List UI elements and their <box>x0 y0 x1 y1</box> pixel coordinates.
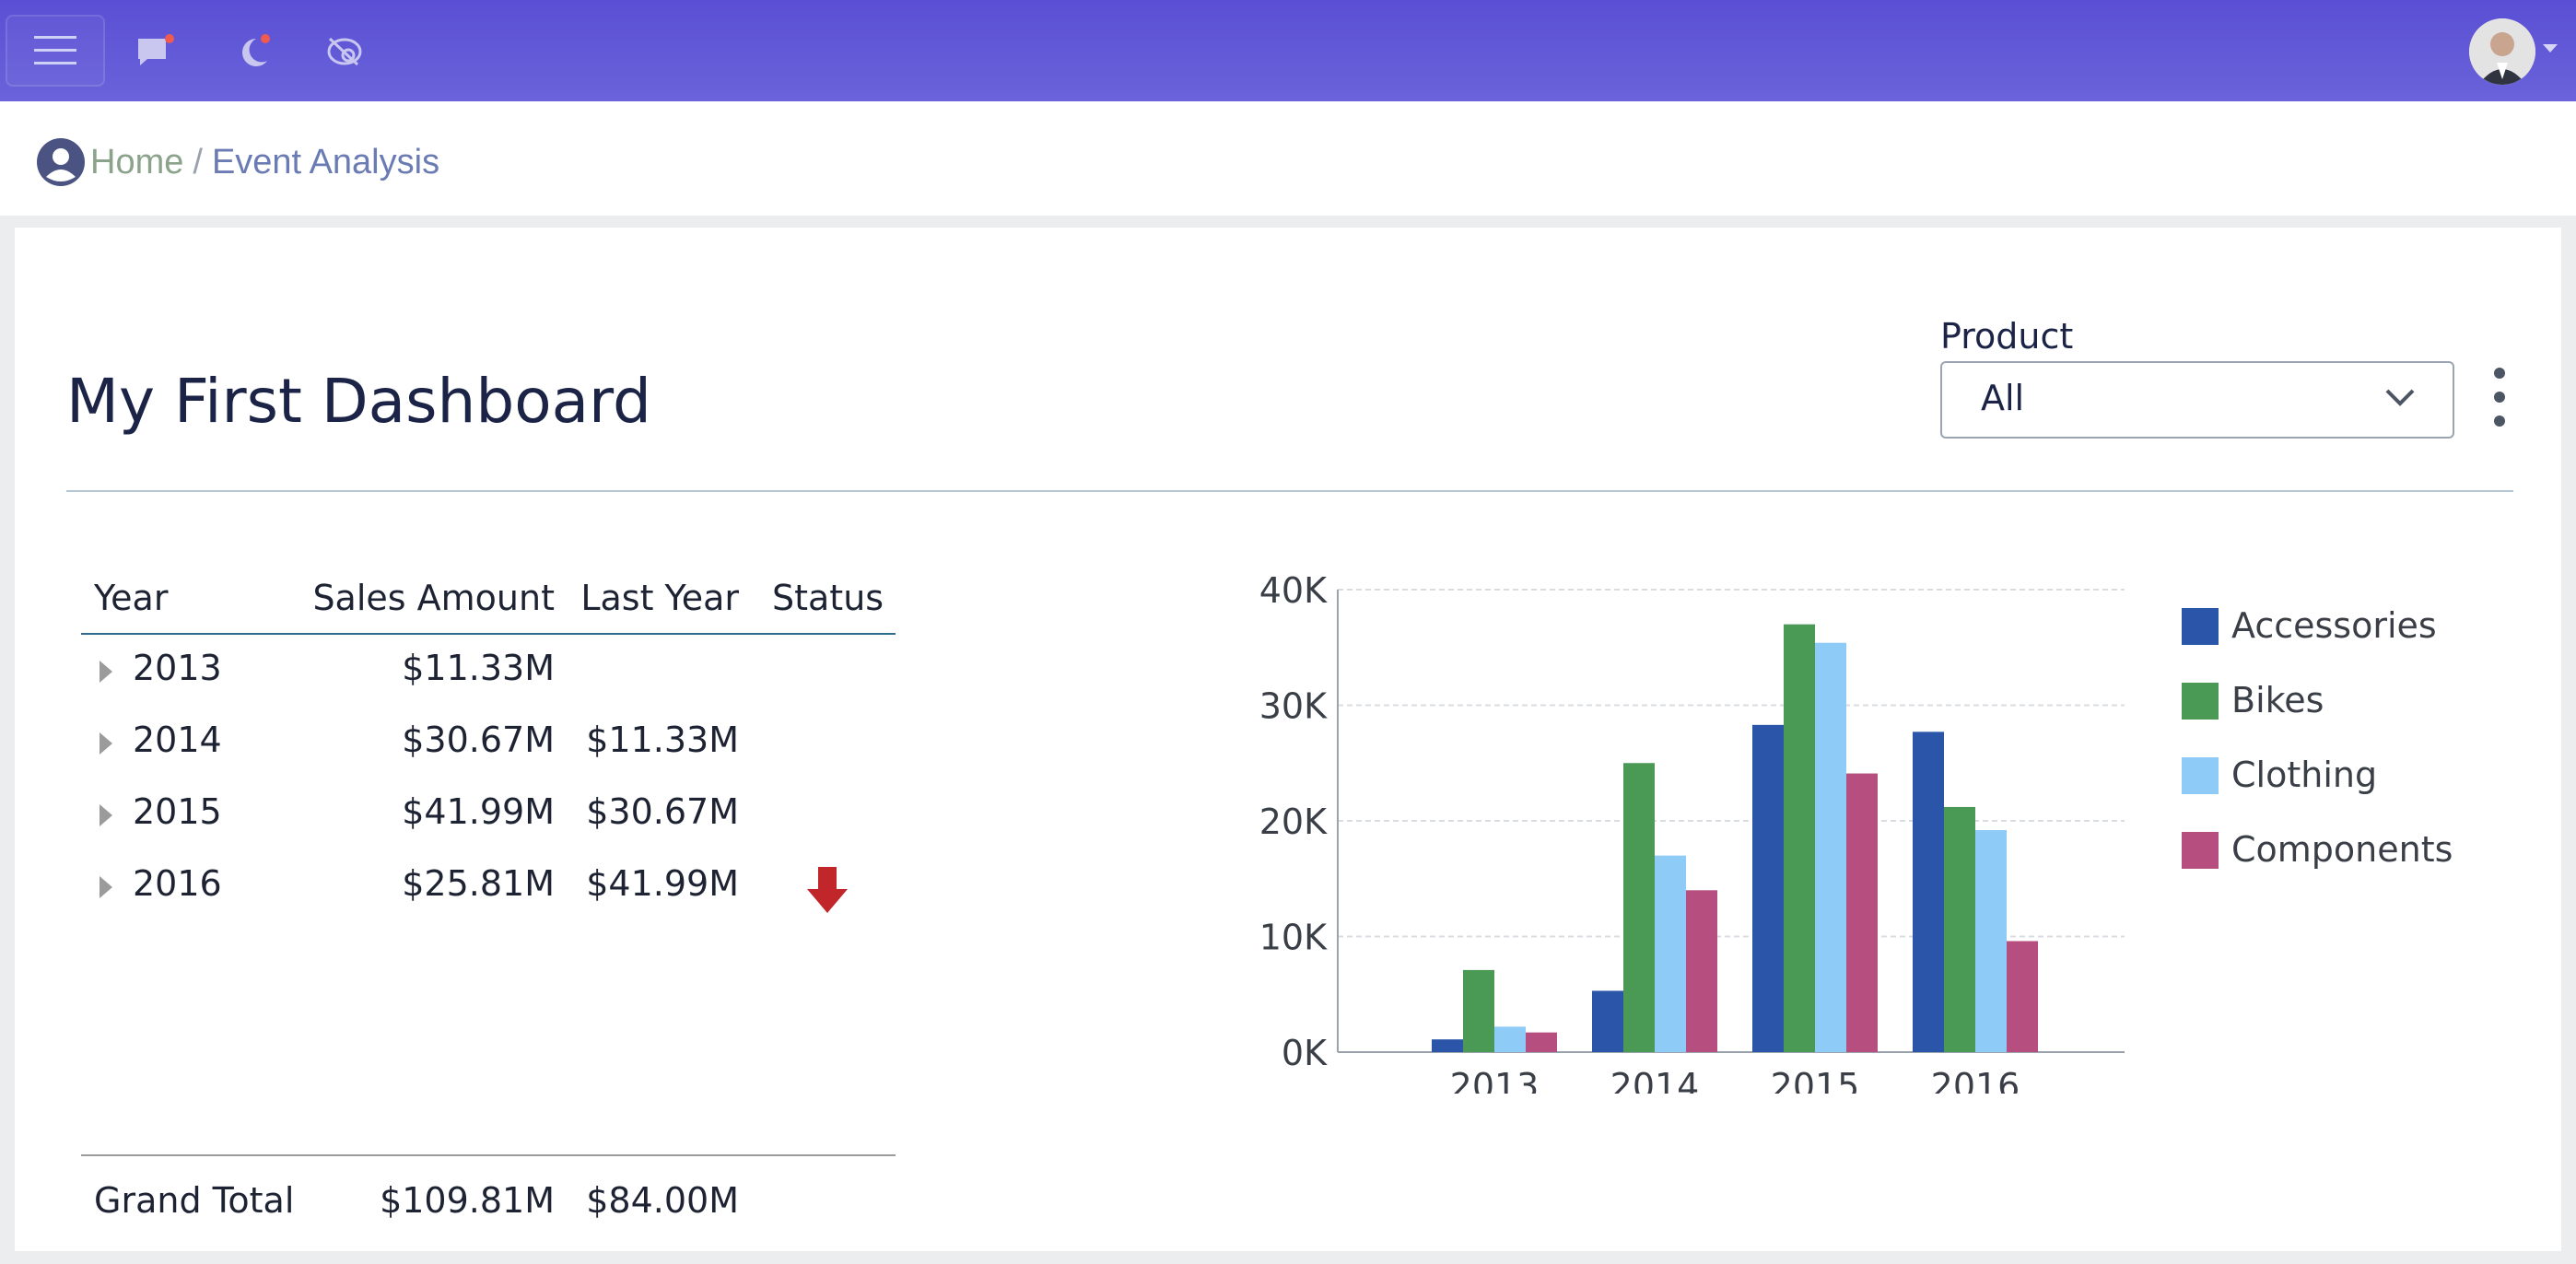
legend-label-components: Components <box>2231 829 2453 870</box>
hamburger-menu-icon[interactable] <box>6 15 105 87</box>
user-avatar[interactable] <box>2469 18 2535 85</box>
legend-label-accessories: Accessories <box>2231 605 2437 646</box>
dashboard-panel: My First Dashboard Product All Year Sale… <box>15 228 2561 1251</box>
breadcrumb-current: Event Analysis <box>211 143 440 181</box>
table-row: 2013 $11.33M <box>66 648 896 703</box>
bar-clothing-2014 <box>1655 855 1686 1052</box>
expand-row-icon[interactable] <box>100 661 112 683</box>
eye-off-icon[interactable] <box>313 18 380 85</box>
title-divider <box>66 490 2513 492</box>
x-tick-label: 2015 <box>1771 1066 1860 1094</box>
bar-bikes-2016 <box>1944 806 1975 1052</box>
expand-row-icon[interactable] <box>100 876 112 898</box>
y-tick-label: 40K <box>1259 570 1328 611</box>
row-year: 2016 <box>133 863 222 904</box>
table-row: 2014 $30.67M $11.33M <box>66 720 896 775</box>
table-row: 2015 $41.99M $30.67M <box>66 791 896 847</box>
page-title: My First Dashboard <box>66 366 651 437</box>
row-last-year: $11.33M <box>586 720 739 760</box>
bar-components-2014 <box>1686 890 1717 1052</box>
row-sales: $25.81M <box>402 863 555 904</box>
grand-total-last-year: $84.00M <box>586 1180 739 1221</box>
legend-label-clothing: Clothing <box>2231 755 2377 795</box>
row-sales: $30.67M <box>402 720 555 760</box>
expand-row-icon[interactable] <box>100 732 112 755</box>
total-divider <box>81 1154 896 1156</box>
column-header-status[interactable]: Status <box>772 578 884 618</box>
bar-chart-svg: 0K 10K 20K 30K 40K 2013 2014 2015 2016 Accessorie… <box>1259 570 2453 1106</box>
breadcrumb-bar: Home / Event Analysis <box>0 101 2576 216</box>
legend-swatch-accessories <box>2182 608 2219 645</box>
legend-swatch-bikes <box>2182 683 2219 720</box>
table-row: 2016 $25.81M $41.99M <box>66 863 896 919</box>
row-last-year: $30.67M <box>586 791 739 832</box>
x-tick-label: 2014 <box>1610 1066 1700 1094</box>
y-tick-label: 10K <box>1259 918 1328 958</box>
row-year: 2014 <box>133 720 222 760</box>
product-filter-label: Product <box>1940 316 2074 357</box>
x-tick-label: 2013 <box>1450 1066 1540 1094</box>
bar-clothing-2013 <box>1494 1026 1526 1052</box>
more-options-icon[interactable] <box>2486 364 2513 430</box>
legend-swatch-clothing <box>2182 757 2219 794</box>
y-tick-label: 30K <box>1259 686 1328 727</box>
y-tick-label: 0K <box>1282 1033 1328 1073</box>
x-tick-label: 2016 <box>1931 1066 2020 1094</box>
arrow-down-icon <box>807 867 848 913</box>
header-divider <box>81 633 896 635</box>
bar-clothing-2016 <box>1975 830 2007 1052</box>
product-filter-dropdown[interactable]: All <box>1940 361 2454 439</box>
bar-components-2016 <box>2007 941 2038 1052</box>
grand-total-row: Grand Total $109.81M $84.00M <box>66 1180 896 1235</box>
bar-components-2015 <box>1846 773 1878 1052</box>
row-year: 2013 <box>133 648 222 688</box>
legend-swatch-components <box>2182 832 2219 869</box>
y-tick-label: 20K <box>1259 802 1328 842</box>
bar-accessories-2014 <box>1592 990 1623 1052</box>
bar-accessories-2015 <box>1752 724 1784 1052</box>
breadcrumb: Home / Event Analysis <box>90 140 439 184</box>
breadcrumb-home-link[interactable]: Home <box>90 143 184 181</box>
chevron-down-icon[interactable] <box>2543 44 2558 53</box>
moon-icon[interactable] <box>219 18 286 85</box>
column-header-last-year[interactable]: Last Year <box>580 578 739 618</box>
column-header-year[interactable]: Year <box>94 578 169 618</box>
grand-total-label: Grand Total <box>94 1180 295 1221</box>
top-navigation-bar <box>0 0 2576 101</box>
column-header-sales-amount[interactable]: Sales Amount <box>312 578 555 618</box>
sales-bar-chart: 0K 10K 20K 30K 40K 2013 2014 2015 2016 Accessorie… <box>1212 550 2502 1106</box>
bar-accessories-2016 <box>1913 731 1944 1052</box>
product-filter-value: All <box>1981 378 2025 418</box>
expand-row-icon[interactable] <box>100 804 112 826</box>
bar-bikes-2013 <box>1463 969 1494 1052</box>
legend-label-bikes: Bikes <box>2231 680 2324 720</box>
row-sales: $41.99M <box>402 791 555 832</box>
grand-total-sales: $109.81M <box>380 1180 555 1221</box>
chevron-down-icon <box>2385 389 2415 406</box>
bar-bikes-2015 <box>1784 624 1815 1052</box>
row-last-year: $41.99M <box>586 863 739 904</box>
row-sales: $11.33M <box>402 648 555 688</box>
bar-components-2013 <box>1526 1032 1557 1052</box>
bar-bikes-2014 <box>1623 763 1655 1052</box>
chat-bubble-icon[interactable] <box>122 18 188 85</box>
bar-accessories-2013 <box>1432 1039 1463 1052</box>
breadcrumb-separator: / <box>193 143 203 181</box>
row-year: 2015 <box>133 791 222 832</box>
bar-clothing-2015 <box>1815 642 1846 1052</box>
user-circle-icon <box>37 138 85 186</box>
